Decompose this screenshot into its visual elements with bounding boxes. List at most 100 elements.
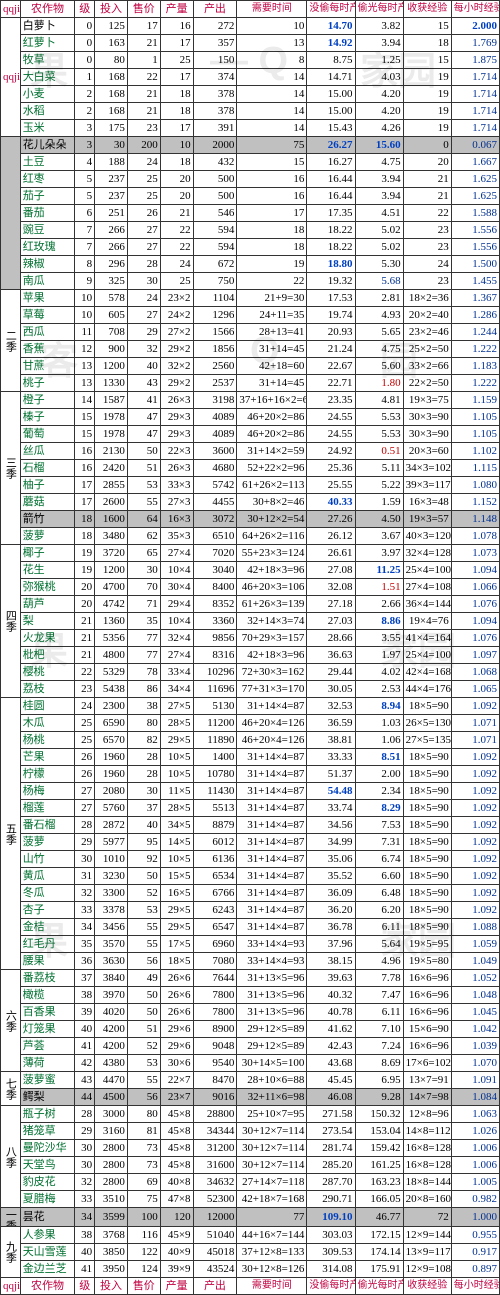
cell: 34.56 [307, 817, 355, 834]
cell: 31+13×5=96 [237, 987, 307, 1004]
cell: 14×8=112 [403, 1123, 451, 1140]
header-10: 每小时经验 [451, 1, 499, 18]
cell: 27×4 [160, 545, 193, 562]
cell: 29.44 [307, 664, 355, 681]
crop-name: 红萝卜 [20, 35, 75, 52]
cell: 4.02 [355, 664, 403, 681]
cell: 18×2=36 [403, 290, 451, 307]
cell: 20 [160, 171, 193, 188]
cell: 21 [127, 86, 160, 103]
cell: 5.64 [355, 936, 403, 953]
cell: 23×2=46 [403, 324, 451, 341]
cell: 19.32 [307, 273, 355, 290]
cell: 16 [237, 171, 307, 188]
header-4: 产量 [160, 1, 193, 18]
cell: 28+13=41 [237, 324, 307, 341]
cell: 86 [127, 681, 160, 698]
cell: 11200 [193, 715, 237, 732]
cell: 29×5 [160, 902, 193, 919]
cell: 21 [75, 613, 95, 630]
crop-name: 豌豆 [20, 222, 75, 239]
cell: 605 [95, 307, 128, 324]
cell: 18 [75, 511, 95, 528]
crop-name: 豹皮花 [20, 1174, 75, 1191]
cell: 1.714 [451, 103, 499, 120]
crop-name: 榛子 [20, 409, 75, 426]
crop-name: 天堂鸟 [20, 1157, 75, 1174]
crop-name: 薄荷 [20, 1055, 75, 1072]
cell: 40×9 [160, 1244, 193, 1261]
cell: 1.092 [451, 868, 499, 885]
crop-name: 夏腊梅 [20, 1191, 75, 1208]
cell: 125 [95, 18, 128, 35]
cell: 18×5=90 [403, 766, 451, 783]
cell: 6.74 [355, 851, 403, 868]
crop-name: 大白菜 [20, 69, 75, 86]
cell: 1200 [95, 358, 128, 375]
cell: 37 [75, 970, 95, 987]
cell: 19×3=75 [403, 392, 451, 409]
cell: 4.50 [355, 511, 403, 528]
cell: 15 [75, 426, 95, 443]
cell: 6012 [193, 834, 237, 851]
cell: 1566 [193, 324, 237, 341]
cell: 1.070 [451, 1055, 499, 1072]
cell: 29×3 [160, 426, 193, 443]
crop-name: 白萝卜 [20, 18, 75, 35]
cell: 16×8=128 [403, 1140, 451, 1157]
cell: 29 [75, 834, 95, 851]
cell: 3.97 [355, 545, 403, 562]
season-label: 五季 [1, 698, 21, 970]
cell: 27 [127, 307, 160, 324]
header-4: 产量 [160, 1278, 193, 1295]
cell: 10 [160, 137, 193, 154]
cell: 1.091 [451, 1072, 499, 1089]
cell: 95 [127, 834, 160, 851]
crop-table: qqjia农作物级投入售价产量产出需要时间没偷每时产出偷光每时产出收获经验每小时… [0, 0, 500, 1295]
cell: 6136 [193, 851, 237, 868]
cell: 9016 [193, 1089, 237, 1106]
cell: 13×9=117 [403, 1244, 451, 1261]
cell: 39×9 [160, 1261, 193, 1278]
cell: 18 [75, 528, 95, 545]
cell: 4455 [193, 494, 237, 511]
cell: 20 [75, 579, 95, 596]
cell: 69 [127, 1174, 160, 1191]
cell: 25 [127, 171, 160, 188]
cell: 38 [75, 1227, 95, 1244]
cell: 6.48 [355, 885, 403, 902]
cell: 3570 [95, 936, 128, 953]
cell: 19.74 [307, 307, 355, 324]
cell: 500 [193, 188, 237, 205]
cell: 33.33 [307, 749, 355, 766]
cell: 7 [75, 222, 95, 239]
cell: 0.897 [451, 1261, 499, 1278]
cell: 18×5=90 [403, 698, 451, 715]
crop-name: 桂圆 [20, 698, 75, 715]
cell: 10 [237, 18, 307, 35]
cell: 53 [127, 1055, 160, 1072]
cell: 168 [95, 103, 128, 120]
cell: 15×6=90 [403, 1021, 451, 1038]
cell: 271.58 [307, 1106, 355, 1123]
cell: 1960 [95, 766, 128, 783]
crop-name: 山竹 [20, 851, 75, 868]
cell: 314.08 [307, 1261, 355, 1278]
crop-name: 番荔枝 [20, 970, 75, 987]
cell: 2.34 [355, 783, 403, 800]
cell: 1400 [193, 749, 237, 766]
cell: 9.28 [355, 1089, 403, 1106]
cell: 1.076 [451, 596, 499, 613]
header-2: 投入 [95, 1278, 128, 1295]
cell: 4680 [193, 460, 237, 477]
cell: 27×4=108 [403, 579, 451, 596]
cell: 29+12×5=89 [237, 1021, 307, 1038]
cell: 31+14×4=87 [237, 902, 307, 919]
cell: 357 [193, 35, 237, 52]
cell: 4200 [95, 1038, 128, 1055]
cell: 65 [127, 545, 160, 562]
cell: 0.067 [451, 137, 499, 154]
cell: 5329 [95, 664, 128, 681]
cell: 159.42 [355, 1140, 403, 1157]
cell: 21.24 [307, 341, 355, 358]
